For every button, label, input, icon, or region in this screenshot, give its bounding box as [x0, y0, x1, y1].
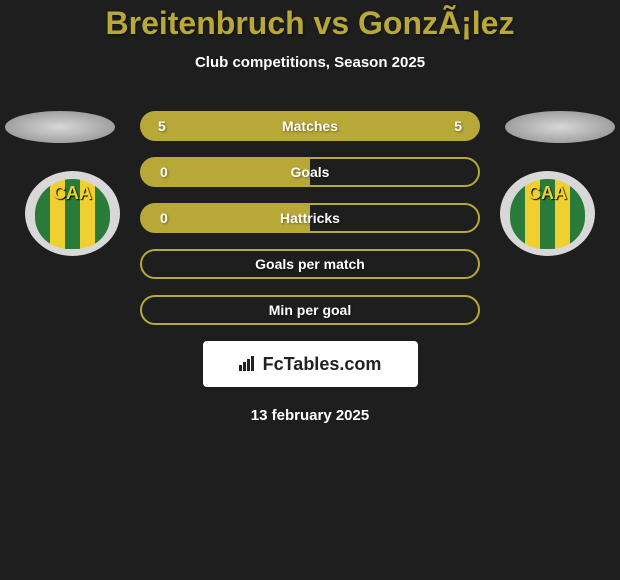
- page-title: Breitenbruch vs GonzÃ¡lez: [0, 5, 620, 42]
- stat-label: Min per goal: [269, 302, 351, 318]
- stat-left-value: 0: [160, 164, 168, 180]
- stat-label: Hattricks: [280, 210, 340, 226]
- logo-circle-right: CAA: [500, 171, 595, 256]
- logo-text-left: CAA: [53, 183, 92, 204]
- stat-bars-container: 5 Matches 5 0 Goals 0 Hattricks Goals pe…: [140, 111, 480, 325]
- stat-right-value: 5: [454, 118, 462, 134]
- stat-label: Goals: [291, 164, 330, 180]
- player-photo-left: [5, 111, 115, 143]
- team-logo-right: CAA: [500, 171, 595, 256]
- main-container: Breitenbruch vs GonzÃ¡lez Club competiti…: [0, 0, 620, 424]
- team-logo-left: CAA: [25, 171, 120, 256]
- chart-icon: [239, 355, 257, 374]
- player-photo-right: [505, 111, 615, 143]
- brand-logo: FcTables.com: [203, 341, 418, 387]
- logo-text-right: CAA: [528, 183, 567, 204]
- date-text: 13 february 2025: [0, 407, 620, 424]
- stat-left-value: 0: [160, 210, 168, 226]
- stats-section: CAA CAA 5 Matches 5 0 Goals 0 Hattric: [0, 111, 620, 424]
- stat-label: Goals per match: [255, 256, 365, 272]
- brand-text: FcTables.com: [263, 354, 382, 375]
- stat-bar-goals-per-match: Goals per match: [140, 249, 480, 279]
- stat-label: Matches: [282, 118, 338, 134]
- subtitle: Club competitions, Season 2025: [0, 54, 620, 71]
- logo-circle-left: CAA: [25, 171, 120, 256]
- stat-bar-min-per-goal: Min per goal: [140, 295, 480, 325]
- stat-left-value: 5: [158, 118, 166, 134]
- stat-bar-matches: 5 Matches 5: [140, 111, 480, 141]
- stat-bar-goals: 0 Goals: [140, 157, 480, 187]
- stat-bar-hattricks: 0 Hattricks: [140, 203, 480, 233]
